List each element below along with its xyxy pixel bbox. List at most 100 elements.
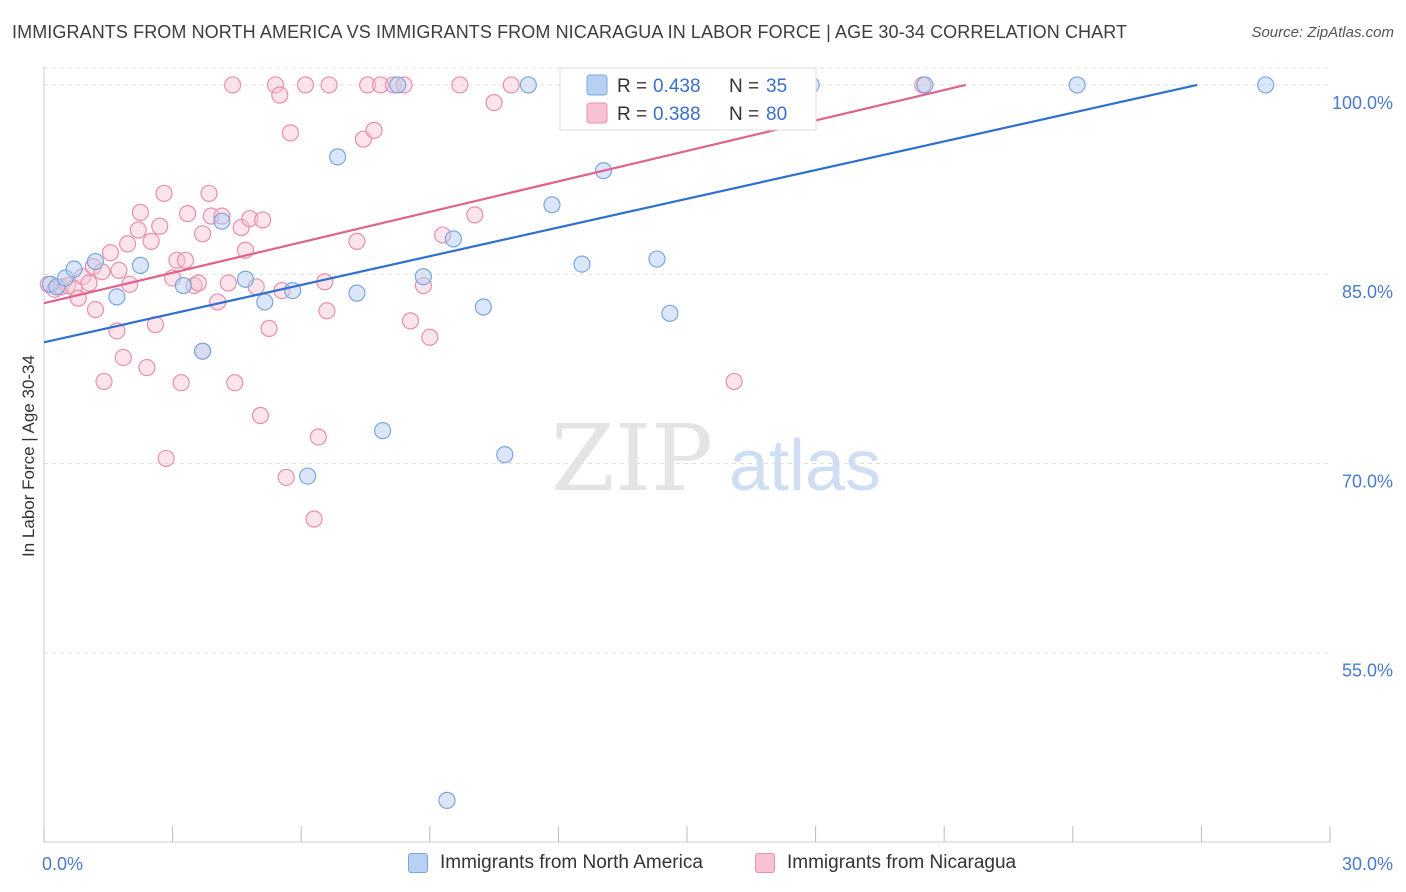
nicaragua-point-21: [142, 232, 160, 250]
bottom-legend-nicaragua: Immigrants from Nicaragua: [755, 852, 1016, 874]
bottom-legend-swatch-north-america: [408, 853, 428, 873]
north-america-point-9: [213, 212, 231, 230]
north-america-point-15: [348, 284, 366, 302]
north-america-point-35: [1257, 76, 1275, 94]
legend-r-label-1: R =: [617, 76, 647, 97]
north-america-point-17: [389, 76, 407, 94]
nicaragua-point-38: [219, 274, 237, 292]
north-america-point-3: [65, 260, 83, 278]
north-america-point-30: [661, 304, 679, 322]
nicaragua-point-15: [114, 348, 132, 367]
legend-r-value-2: 0.388: [653, 104, 701, 125]
nicaragua-point-30: [179, 205, 197, 223]
nicaragua-point-18: [129, 221, 147, 239]
nicaragua-point-20: [138, 358, 156, 377]
nicaragua-point-61: [365, 121, 383, 139]
watermark-atlas: atlas: [729, 426, 881, 506]
nicaragua-point-33: [194, 225, 212, 243]
legend-n-value-2: 80: [766, 104, 787, 125]
nicaragua-point-50: [266, 76, 285, 94]
y-axis-label: In Labor Force | Age 30-34: [19, 355, 38, 557]
nicaragua-point-32: [189, 274, 207, 292]
nicaragua-point-46: [260, 319, 278, 338]
north-america-point-7: [174, 276, 192, 295]
nicaragua-point-45: [254, 211, 272, 229]
nicaragua-point-69: [451, 76, 469, 94]
nicaragua-point-9: [86, 300, 105, 319]
nicaragua-point-72: [502, 76, 520, 94]
nicaragua-point-58: [348, 232, 366, 250]
legend-r-label-2: R =: [617, 104, 647, 125]
north-america-point-22: [496, 446, 514, 464]
y-tick-label-3: 100.0%: [1332, 93, 1393, 113]
north-america-point-19: [438, 791, 456, 809]
north-america-point-25: [573, 255, 591, 273]
north-america-point-16: [374, 422, 392, 440]
bottom-legend-label-north-america: Immigrants from North America: [440, 852, 703, 873]
nicaragua-point-76: [725, 372, 743, 391]
nicaragua-point-53: [305, 510, 323, 528]
nicaragua-point-71: [485, 93, 503, 112]
chart-title: IMMIGRANTS FROM NORTH AMERICA VS IMMIGRA…: [12, 22, 1128, 42]
y-tick-label-1: 70.0%: [1342, 471, 1393, 491]
north-america-point-4: [86, 252, 105, 271]
legend-n-label-1: N =: [729, 76, 759, 97]
north-america-point-14: [329, 148, 347, 166]
source-label: Source: ZipAtlas.com: [1251, 24, 1394, 41]
north-america-point-10: [236, 270, 255, 288]
nicaragua-point-40: [232, 218, 250, 237]
north-america-point-29: [648, 250, 666, 268]
watermark-zip: ZIP: [551, 405, 713, 512]
north-america-point-33: [916, 76, 934, 94]
north-america-point-18: [414, 268, 432, 286]
legend-swatch-north-america: [586, 74, 608, 96]
nicaragua-point-23: [151, 217, 169, 235]
trend-line-north-america: [43, 83, 1198, 344]
north-america-point-20: [444, 230, 462, 248]
nicaragua-point-34: [200, 184, 218, 203]
nicaragua-point-79: [224, 76, 242, 94]
legend-r-value-1: 0.438: [653, 76, 701, 97]
y-tick-label-0: 55.0%: [1342, 661, 1393, 681]
trend-line-nicaragua: [43, 83, 966, 305]
y-tick-labels: 55.0% 70.0% 85.0% 100.0%: [1332, 93, 1393, 681]
north-america-point-23: [519, 76, 537, 94]
legend: R = 0.438 N = 35 R = 0.388 N = 80: [559, 67, 817, 131]
legend-n-value-1: 35: [766, 76, 787, 97]
nicaragua-point-12: [101, 244, 120, 262]
watermark: ZIP atlas: [551, 405, 881, 512]
north-america-point-5: [108, 288, 126, 306]
bottom-legend: Immigrants from North America Immigrants…: [0, 852, 1406, 878]
axes: [43, 66, 1331, 843]
y-tick-label-2: 85.0%: [1342, 282, 1393, 302]
nicaragua-point-48: [277, 468, 295, 486]
nicaragua-point-65: [401, 312, 420, 330]
nicaragua-point-62: [371, 76, 390, 94]
x-tick-label-1: 30.0%: [1342, 854, 1393, 874]
nicaragua-point-52: [296, 76, 315, 94]
x-tick-labels: 0.0% 30.0%: [42, 854, 1393, 874]
grid-lines: [44, 67, 1330, 654]
nicaragua-point-14: [110, 261, 128, 280]
bottom-legend-label-nicaragua: Immigrants from Nicaragua: [787, 852, 1017, 873]
legend-n-label-2: N =: [729, 104, 759, 125]
nicaragua-point-42: [241, 210, 259, 228]
north-america-point-24: [543, 196, 561, 214]
nicaragua-point-54: [309, 428, 327, 446]
bottom-legend-swatch-nicaragua: [755, 853, 775, 873]
nicaragua-point-7: [80, 274, 98, 292]
legend-swatch-nicaragua: [586, 102, 608, 124]
nicaragua-point-11: [95, 372, 113, 391]
nicaragua-point-56: [318, 302, 336, 320]
x-tick-label-0: 0.0%: [42, 854, 83, 874]
bottom-legend-north-america: Immigrants from North America: [408, 852, 703, 874]
nicaragua-point-70: [466, 206, 484, 224]
nicaragua-point-49: [281, 124, 300, 142]
north-america-point-34: [1068, 76, 1086, 94]
nicaragua-point-29: [176, 251, 195, 269]
nicaragua-point-19: [131, 203, 150, 221]
nicaragua-point-60: [359, 76, 377, 94]
north-america-point-13: [299, 467, 317, 485]
nicaragua-point-24: [155, 184, 173, 203]
